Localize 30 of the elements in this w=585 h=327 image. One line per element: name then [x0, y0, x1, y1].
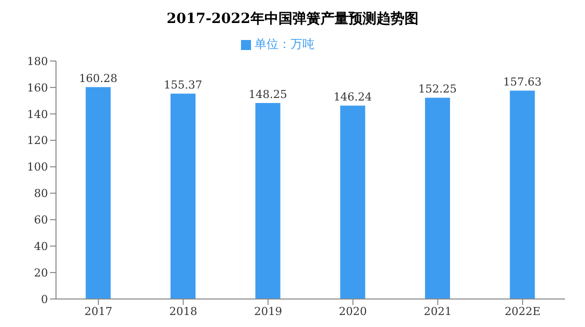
data-label: 152.25 — [418, 82, 457, 96]
bar — [340, 106, 366, 299]
y-tick-label: 160 — [27, 81, 48, 94]
data-label: 146.24 — [333, 90, 372, 104]
data-label: 157.63 — [503, 76, 542, 89]
legend-label: 单位：万吨 — [254, 37, 314, 51]
x-tick-label: 2017 — [84, 304, 112, 318]
y-tick-label: 120 — [27, 134, 48, 148]
bar — [510, 90, 535, 299]
x-tick-label: 2022E — [504, 304, 541, 318]
data-label: 155.37 — [164, 78, 202, 92]
y-tick-label: 140 — [27, 108, 48, 121]
data-label: 148.25 — [248, 88, 288, 101]
x-tick-label: 2021 — [424, 304, 452, 318]
x-tick-label: 2018 — [169, 304, 198, 318]
y-tick-label: 40 — [34, 240, 48, 254]
y-tick-label: 180 — [27, 54, 48, 68]
data-label: 160.28 — [78, 72, 118, 86]
y-tick-label: 0 — [41, 292, 48, 306]
y-tick-label: 80 — [34, 187, 48, 200]
bar — [255, 102, 280, 299]
bar — [86, 87, 111, 299]
chart-title: 2017-2022年中国弹簧产量预测趋势图 — [166, 10, 420, 29]
y-tick-label: 60 — [34, 214, 48, 227]
y-tick-label: 100 — [27, 160, 48, 174]
x-tick-label: 2019 — [254, 304, 282, 318]
bar — [425, 98, 450, 299]
bar — [170, 94, 196, 299]
x-tick-label: 2020 — [338, 304, 367, 318]
y-tick-label: 20 — [34, 266, 48, 280]
